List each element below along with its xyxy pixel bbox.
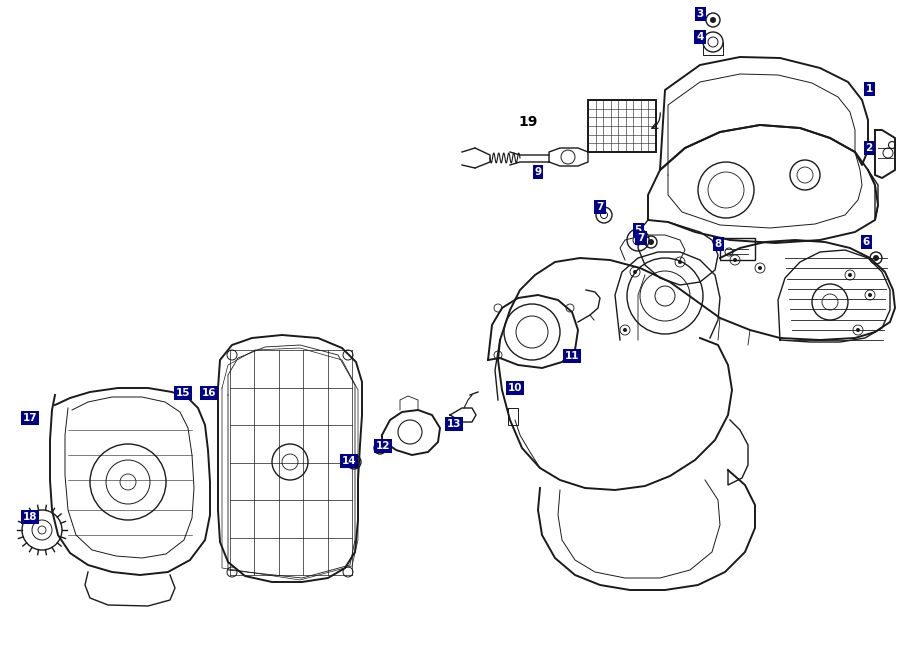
Circle shape (868, 293, 872, 297)
Text: 7: 7 (637, 233, 645, 243)
Text: 7: 7 (597, 202, 604, 212)
Circle shape (710, 17, 716, 23)
Circle shape (758, 266, 762, 270)
Circle shape (856, 328, 860, 332)
Circle shape (678, 260, 682, 264)
Text: 15: 15 (176, 388, 190, 398)
Circle shape (633, 270, 637, 274)
Text: 9: 9 (535, 167, 542, 177)
Circle shape (351, 459, 357, 465)
Text: 13: 13 (447, 419, 461, 429)
Text: 19: 19 (518, 115, 537, 129)
Circle shape (378, 445, 382, 451)
Text: 5: 5 (634, 225, 641, 235)
Text: 12: 12 (376, 441, 390, 451)
Text: 11: 11 (565, 351, 579, 361)
Circle shape (848, 273, 852, 277)
Text: 14: 14 (342, 456, 356, 466)
Text: 8: 8 (714, 239, 721, 249)
Bar (720, 238, 755, 260)
Text: 10: 10 (508, 383, 522, 393)
Text: 4: 4 (696, 32, 703, 42)
Circle shape (873, 255, 879, 261)
Text: 2: 2 (866, 143, 873, 153)
Bar (588, 100, 656, 152)
Circle shape (648, 239, 654, 245)
Circle shape (733, 258, 737, 262)
Text: 3: 3 (696, 9, 703, 19)
Text: 18: 18 (22, 512, 38, 522)
Text: 1: 1 (866, 84, 873, 94)
Text: 16: 16 (202, 388, 216, 398)
Text: 17: 17 (22, 413, 38, 423)
Circle shape (623, 328, 627, 332)
Text: 6: 6 (862, 237, 869, 247)
